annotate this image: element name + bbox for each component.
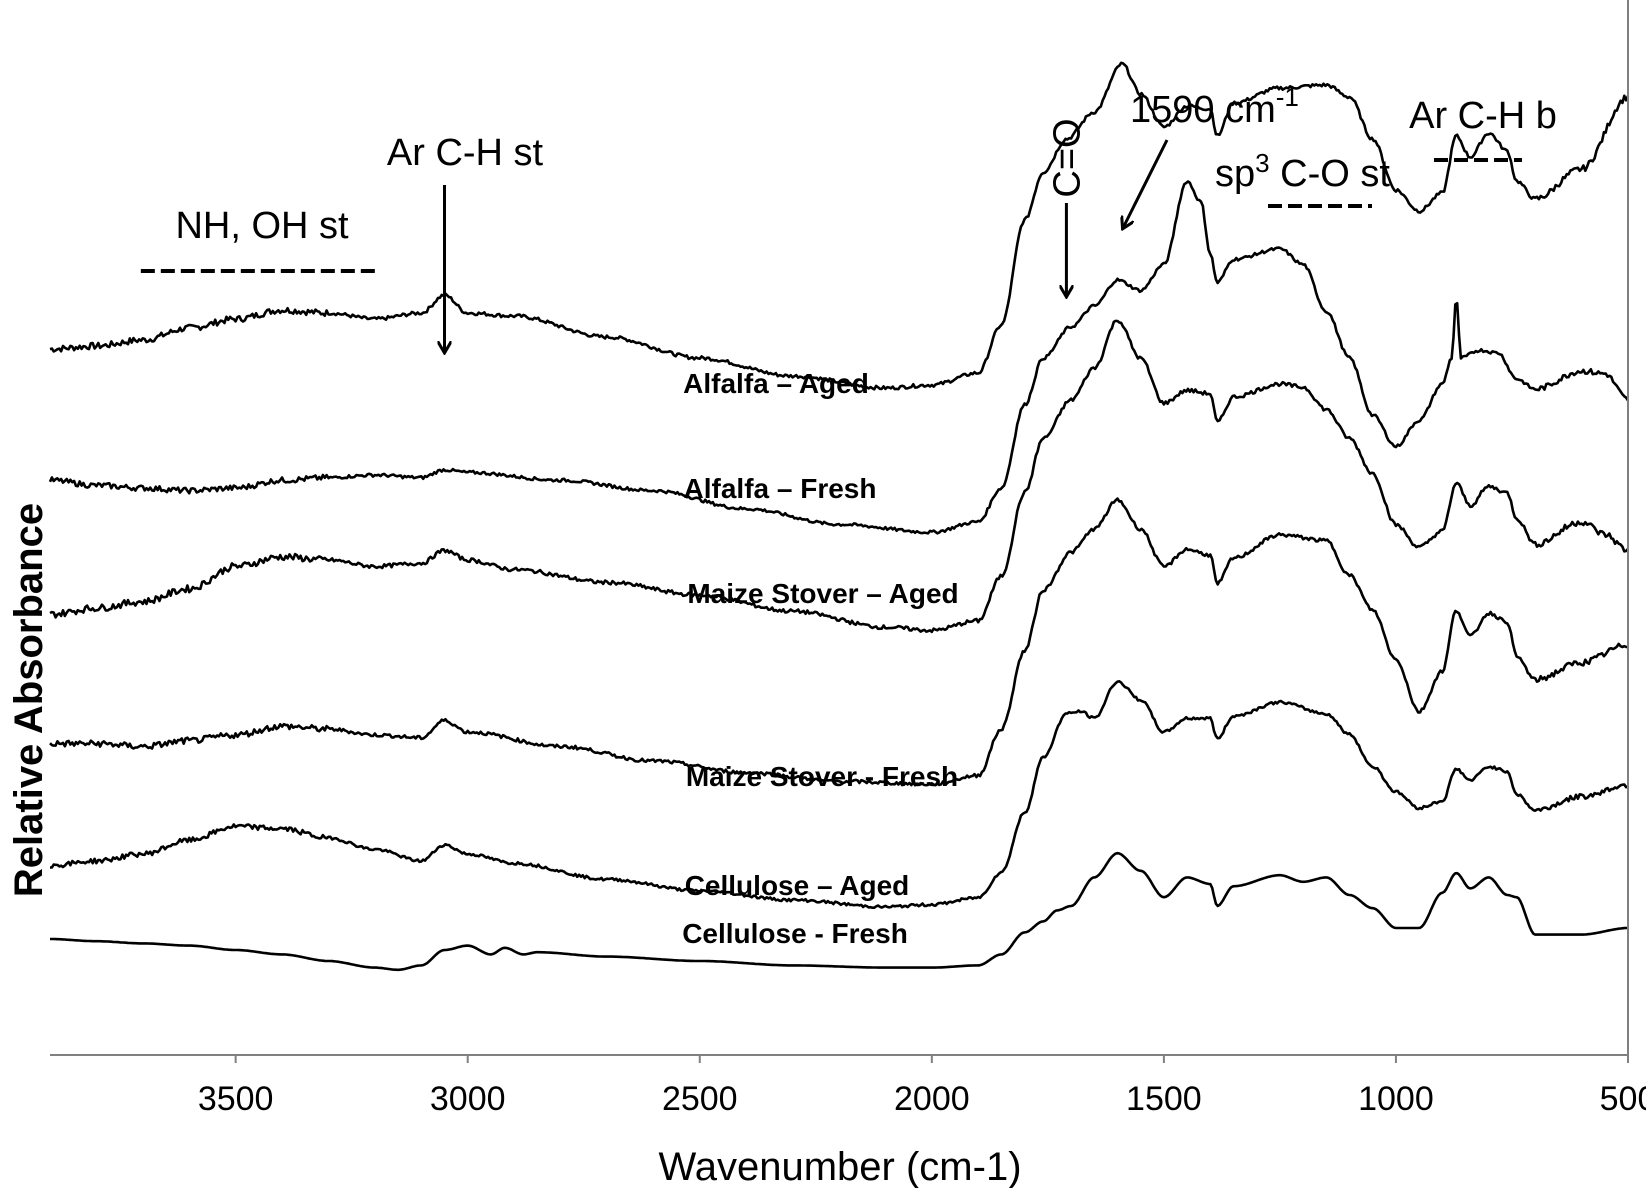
annotation-1590: 1590 cm-1 [1130,82,1299,131]
series-line-1 [49,61,1630,391]
annotation-sp3-co: sp3 C-O st [1215,148,1390,195]
y-axis-title: Relative Absorbance [7,503,51,897]
x-tick-label: 1500 [1126,1080,1202,1118]
series-label-6: Cellulose - Fresh [682,918,908,949]
series-label-5: Cellulose – Aged [685,870,910,901]
annotations-layer: NH, OH st Ar C-H st C=O 1590 cm-1 sp3 C-O st… [140,82,1557,352]
x-tick-label: 3000 [430,1080,506,1118]
traces-layer [48,61,1630,972]
series-line-4 [49,497,1629,787]
x-tick-label: 3500 [198,1080,274,1118]
x-tick-label: 2500 [662,1080,738,1118]
series-labels: Alfalfa – Aged Alfalfa – Fresh Maize Stove… [682,368,958,949]
annotation-ar-ch-st: Ar C-H st [387,132,544,174]
x-axis [50,0,1629,1056]
annotation-c-o: C=O [1046,118,1088,197]
annotation-1590-arrow [1123,139,1169,228]
series-line-3 [49,319,1629,634]
series-line-2 [48,180,1630,535]
series-label-3: Maize Stover – Aged [687,578,958,609]
x-tick-label: 1000 [1358,1080,1434,1118]
x-tick-label: 500 [1600,1080,1646,1118]
x-axis-title: Wavenumber (cm-1) [658,1145,1021,1188]
series-line-5 [50,680,1629,909]
x-tick-labels: 3500 3000 2500 2000 1500 1000 500 [198,1055,1646,1118]
annotation-1590-superscript: -1 [1276,82,1299,112]
series-label-4: Maize Stover - Fresh [686,761,958,792]
x-tick-label: 2000 [894,1080,970,1118]
series-line-6 [50,851,1628,972]
series-label-1: Alfalfa – Aged [683,368,869,399]
annotation-ar-ch-b: Ar C-H b [1409,95,1557,137]
series-label-2: Alfalfa – Fresh [684,473,877,504]
annotation-nh-oh: NH, OH st [175,205,349,247]
